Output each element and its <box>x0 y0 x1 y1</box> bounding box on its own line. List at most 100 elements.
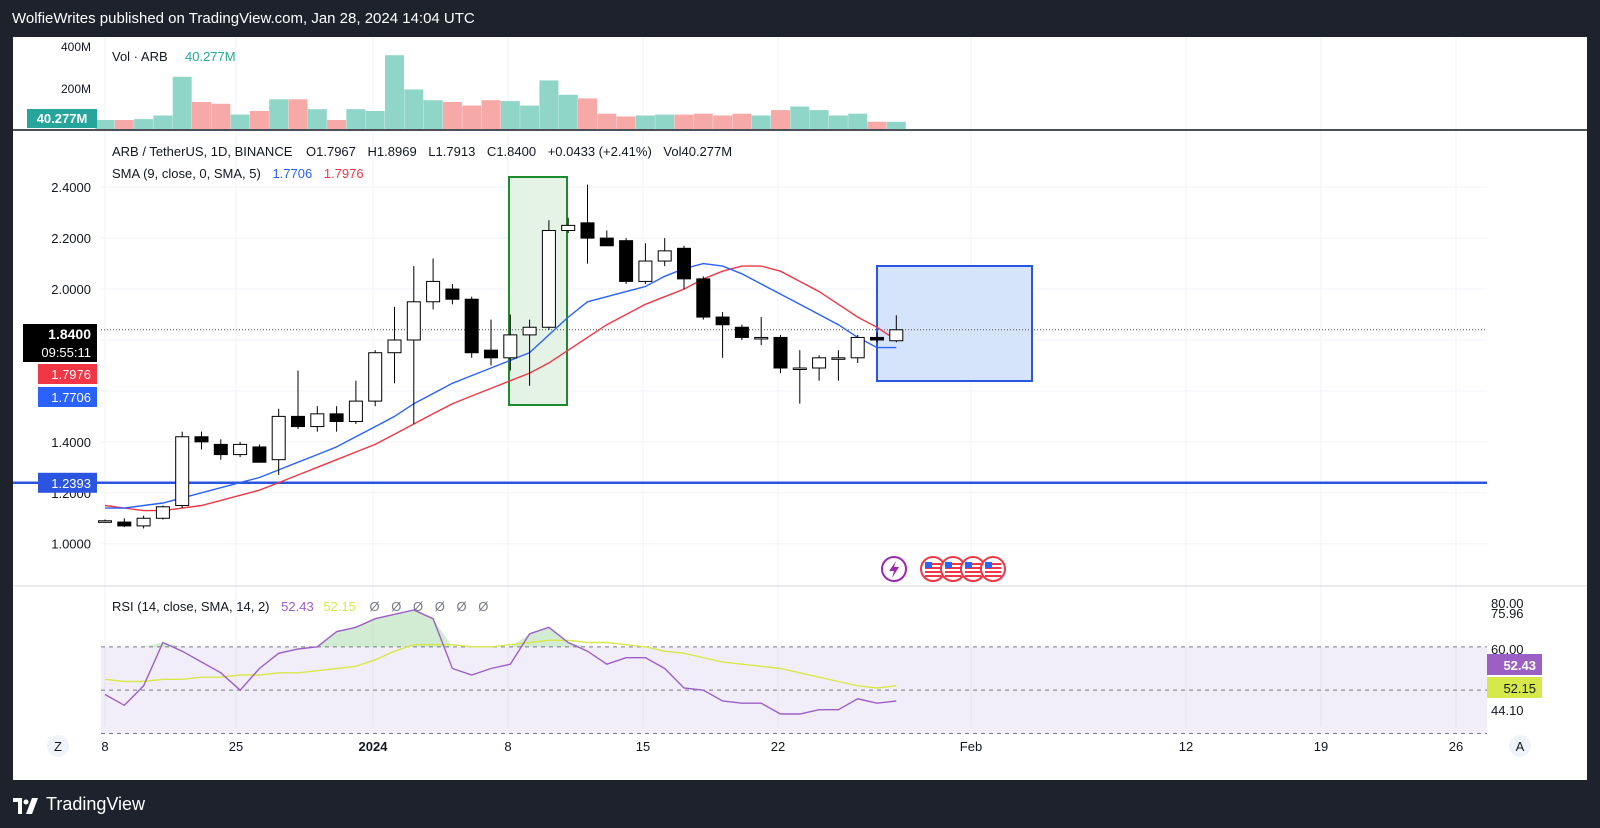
candle-body <box>155 506 170 519</box>
volume-bar <box>751 115 771 129</box>
volume-bar <box>172 76 192 129</box>
current-price-badge <box>23 324 97 362</box>
volume-bar <box>886 121 906 129</box>
volume-bar <box>481 100 501 129</box>
chart-svg[interactable]: Vol · ARB 40.277M 400M 200M 40.277M ARB … <box>13 37 1587 780</box>
candle-body <box>657 250 672 262</box>
volume-bar <box>558 94 578 129</box>
rsi-value-badge <box>1487 654 1542 675</box>
volume-bar <box>153 115 173 129</box>
candle-body <box>754 336 769 340</box>
volume-bar <box>134 119 154 129</box>
flag-stripe <box>985 575 1001 577</box>
volume-bar <box>192 102 211 129</box>
grid-lines <box>101 37 1487 727</box>
sma-9-line[interactable] <box>105 262 897 509</box>
sma-legend-name: SMA (9, close, 0, SMA, 5) <box>112 166 261 181</box>
candle-body <box>117 521 132 527</box>
volume-bar <box>674 114 694 129</box>
volume-bar <box>230 114 250 129</box>
rsi-marker: Ø <box>413 599 423 614</box>
chart-panel[interactable]: Vol · ARB 40.277M 400M 200M 40.277M ARB … <box>13 37 1587 780</box>
volume-bar <box>423 100 443 129</box>
sma-red-badge-text: 1.7976 <box>51 367 91 382</box>
ohlc-legend: ARB / TetherUS, 1D, BINANCE O1.7967 H1.8… <box>112 144 732 159</box>
sma-legend: SMA (9, close, 0, SMA, 5) 1.7706 1.7976 <box>112 166 364 181</box>
z-button-label: Z <box>54 739 62 754</box>
volume-badge <box>27 109 97 128</box>
time-axis-label: 2024 <box>359 739 389 754</box>
green-highlight-box[interactable] <box>508 176 568 406</box>
volume-bar <box>693 113 713 129</box>
time-axis-label: 15 <box>636 739 650 754</box>
volume-legend-value: 40.277M <box>185 49 236 64</box>
flag-stripe <box>945 567 961 569</box>
sma-smoothing-line[interactable] <box>104 265 897 512</box>
rsi-legend-v1: 52.43 <box>281 599 314 614</box>
volume-bar <box>635 115 655 129</box>
legend-low-value: 1.7913 <box>436 144 476 159</box>
candle-body <box>291 415 305 428</box>
rsi-line[interactable] <box>104 609 897 715</box>
volume-bar <box>95 120 115 129</box>
flag-stripe <box>985 563 1001 565</box>
rsi-value-badge-text: 52.43 <box>1503 658 1536 673</box>
volume-badge-text: 40.277M <box>37 111 88 126</box>
flag-stripe <box>925 575 941 577</box>
lightning-icon <box>889 561 899 578</box>
sma-red-badge <box>38 364 97 384</box>
legend-change: +0.0433 (+2.41%) <box>548 144 652 159</box>
rsi-marker: Ø <box>478 599 488 614</box>
volume-bar <box>616 116 636 129</box>
candle-body <box>406 301 421 341</box>
legend-open-value: 1.7967 <box>316 144 356 159</box>
legend-open-label: O <box>306 144 316 159</box>
volume-bar <box>211 103 231 129</box>
candle-body <box>484 349 498 359</box>
candle-body <box>734 326 749 338</box>
volume-bar <box>249 111 269 129</box>
flag-stripe <box>965 567 981 569</box>
candlesticks[interactable] <box>98 184 904 529</box>
candle-body <box>812 357 827 369</box>
hline-price-badge-text: 1.2393 <box>51 476 91 491</box>
legend-close-value: 1.8400 <box>496 144 536 159</box>
time-axis-label: 22 <box>771 739 785 754</box>
candle-body <box>271 415 286 461</box>
legend-vol-value: 40.277M <box>681 144 732 159</box>
volume-bar <box>520 105 540 129</box>
events-row[interactable] <box>881 556 1006 582</box>
volume-bar <box>269 99 289 129</box>
blue-target-box[interactable] <box>876 265 1033 382</box>
candle-body <box>464 298 479 354</box>
candle-body <box>561 224 576 231</box>
countdown-badge-text: 09:55:11 <box>41 345 91 360</box>
us-flag-events[interactable] <box>920 556 1006 582</box>
legend-low-label: L <box>428 144 435 159</box>
rsi-ma-badge <box>1487 677 1542 698</box>
time-axis-label: 8 <box>101 739 108 754</box>
rsi-marker: Ø <box>391 599 401 614</box>
a-button-label: A <box>1516 739 1525 754</box>
time-axis-label: 25 <box>229 739 243 754</box>
candle-body <box>619 240 634 282</box>
rsi-axis-label: 60.00 <box>1491 642 1524 657</box>
log-scale-toggle-button[interactable] <box>47 735 69 757</box>
time-axis-label: Feb <box>960 739 982 754</box>
auto-scale-button[interactable] <box>1509 735 1531 757</box>
rsi-ma-line[interactable] <box>104 639 897 689</box>
volume-axis-label: 200M <box>61 82 91 96</box>
rsi-legend-v2: 52.15 <box>323 599 356 614</box>
candle-body <box>213 443 228 456</box>
volume-bar <box>828 115 848 129</box>
candle-body <box>426 280 441 303</box>
volume-bar <box>713 115 733 129</box>
flag-stripe <box>985 571 1001 573</box>
volume-bar <box>404 89 424 129</box>
flag-stripe <box>965 571 981 573</box>
sma-legend-v2: 1.7976 <box>324 166 364 181</box>
candle-body <box>233 443 248 456</box>
legend-vol-label: Vol <box>663 144 681 159</box>
time-axis-label: 8 <box>504 739 511 754</box>
price-axis-label: 2.4000 <box>51 180 91 195</box>
